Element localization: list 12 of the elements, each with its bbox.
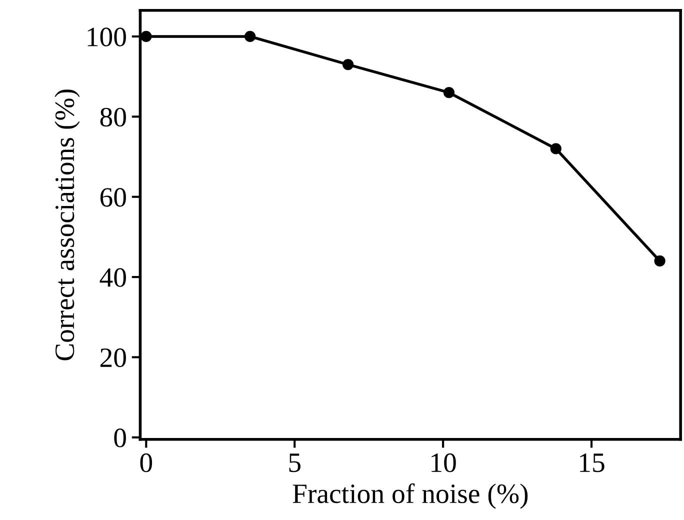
y-tick-label: 100: [88, 28, 126, 46]
y-axis-title: Correct associations (%): [54, 90, 80, 360]
x-axis-title: Fraction of noise (%): [292, 483, 528, 509]
x-tick-label: 5: [289, 454, 300, 472]
x-tick-label: 15: [580, 454, 604, 472]
y-tick-label: 20: [100, 348, 126, 368]
y-tick-label: 40: [100, 268, 126, 287]
y-tick-label: 0: [114, 428, 126, 448]
y-tick-label: 60: [100, 188, 126, 207]
x-tick-label: 10: [432, 453, 456, 472]
y-tick-label: 80: [100, 108, 126, 127]
x-tick-label: 0: [140, 453, 152, 472]
